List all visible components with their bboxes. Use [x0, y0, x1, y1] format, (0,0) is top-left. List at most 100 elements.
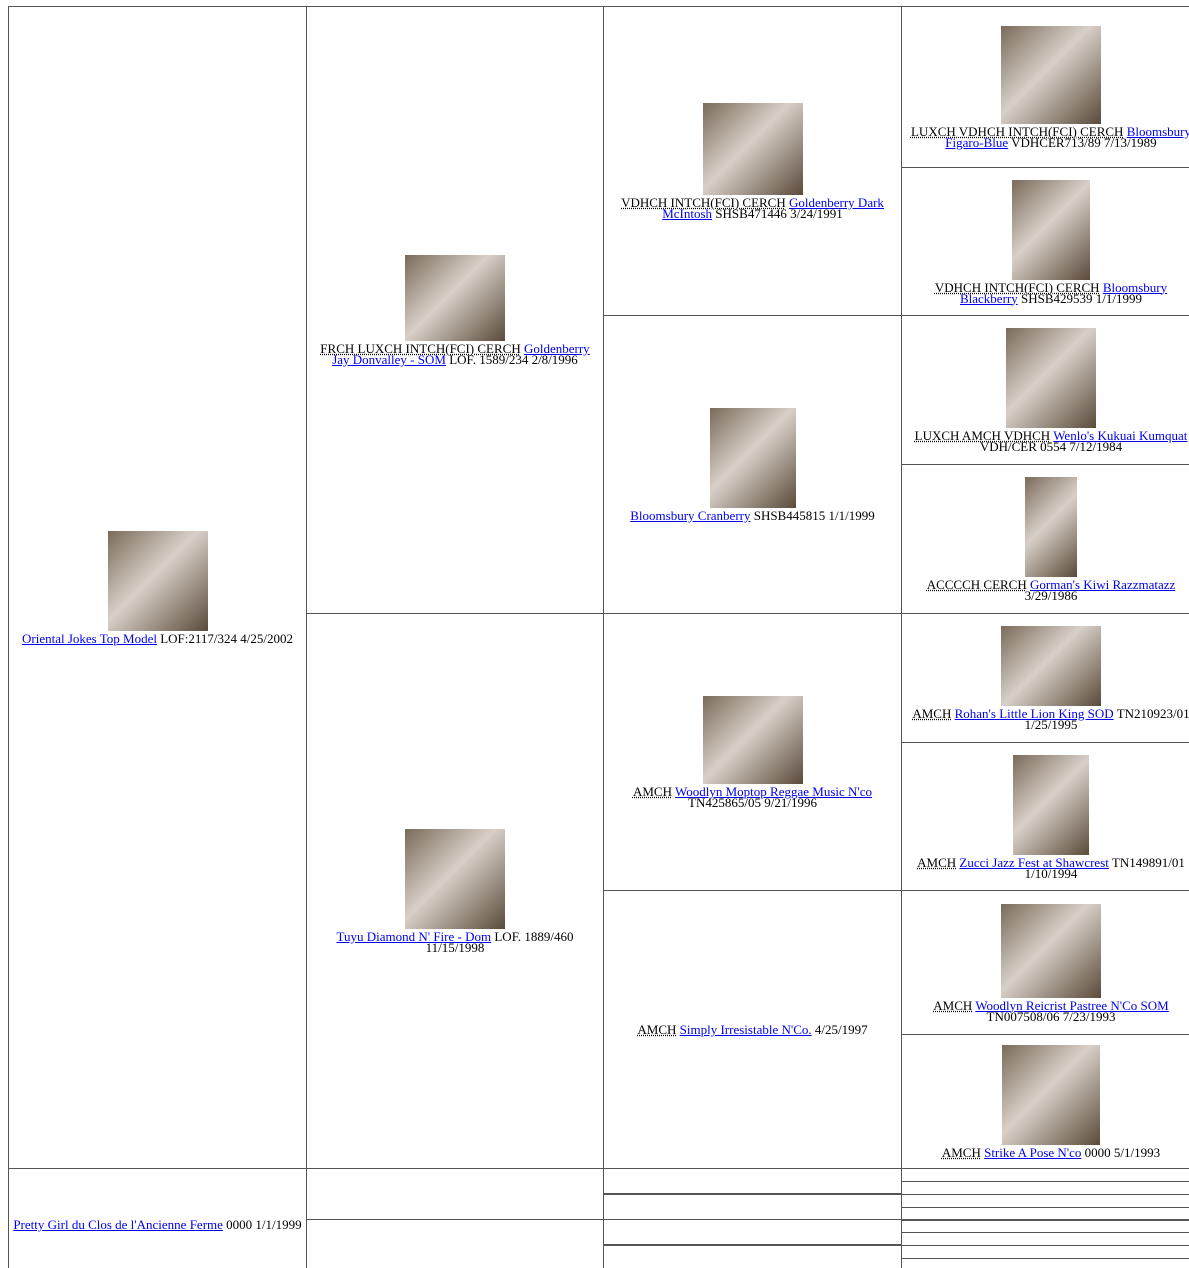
registration: 0000 1/1/1999: [226, 1217, 302, 1232]
dog-photo: [1002, 1045, 1100, 1145]
title: AMCH: [933, 997, 973, 1013]
dog-photo: [1025, 477, 1077, 577]
dog-entry: Oriental Jokes Top Model LOF:2117/324 4/…: [21, 631, 293, 646]
dog-entry: FRCH LUXCH INTCH(FCI) CERCH Goldenberry …: [311, 341, 599, 367]
registration: 3/29/1986: [1024, 588, 1078, 603]
dog-link[interactable]: Gorman's Kiwi Razzmatazz: [1030, 577, 1176, 592]
dog-link[interactable]: Goldenberry Jay Donvalley - SOM: [332, 341, 590, 367]
registration: 0000 5/1/1993: [1084, 1145, 1161, 1160]
dog-link[interactable]: Strike A Pose N'co: [984, 1145, 1082, 1160]
dog-entry: AMCH Woodlyn Moptop Reggae Music N'co TN…: [608, 784, 897, 810]
pedigree-cell: VDHCH INTCH(FCI) CERCH Bloomsbury Blackb…: [901, 167, 1189, 316]
pedigree-cell: [603, 1168, 902, 1194]
dog-photo: [405, 829, 505, 929]
dog-photo: [1013, 754, 1089, 855]
dog-entry: VDHCH INTCH(FCI) CERCH Bloomsbury Blackb…: [906, 279, 1189, 306]
pedigree-cell: [306, 1168, 604, 1220]
title: ACCCCH CERCH: [926, 577, 1027, 592]
pedigree-cell: [901, 1194, 1189, 1208]
dog-link[interactable]: Bloomsbury Figaro-Blue: [945, 124, 1189, 150]
dog-entry: Bloomsbury Cranberry SHSB445815 1/1/1999: [630, 508, 875, 523]
pedigree-cell: AMCH Woodlyn Moptop Reggae Music N'co TN…: [603, 613, 902, 891]
dog-link[interactable]: Pretty Girl du Clos de l'Ancienne Ferme: [13, 1217, 223, 1232]
pedigree-cell: [901, 1168, 1189, 1182]
dog-entry: LUXCH AMCH VDHCH Wenlo's Kukuai Kumquat …: [906, 428, 1189, 454]
dog-link[interactable]: Tuyu Diamond N' Fire - Dom: [336, 929, 492, 944]
pedigree-cell: LUXCH VDHCH INTCH(FCI) CERCH Bloomsbury …: [901, 6, 1189, 168]
dog-entry: AMCH Rohan's Little Lion King SOD TN2109…: [906, 706, 1189, 732]
dog-entry: LUXCH VDHCH INTCH(FCI) CERCH Bloomsbury …: [906, 124, 1189, 150]
dog-link[interactable]: Oriental Jokes Top Model: [21, 631, 157, 646]
dog-link[interactable]: Goldenberry Dark McIntosh: [662, 195, 884, 221]
dog-photo: [1001, 626, 1101, 706]
pedigree-cell: AMCH Zucci Jazz Fest at Shawcrest TN1498…: [901, 742, 1189, 891]
pedigree-cell: Tuyu Diamond N' Fire - Dom LOF. 1889/460…: [306, 613, 604, 1169]
dog-link[interactable]: Wenlo's Kukuai Kumquat: [1053, 428, 1188, 443]
pedigree-cell: Bloomsbury Cranberry SHSB445815 1/1/1999: [603, 315, 902, 614]
pedigree-cell: Pretty Girl du Clos de l'Ancienne Ferme …: [8, 1168, 307, 1268]
pedigree-cell: [603, 1219, 902, 1245]
pedigree-cell: [901, 1219, 1189, 1233]
dog-link[interactable]: Bloomsbury Cranberry: [630, 508, 751, 523]
registration: LOF. 1889/460 11/15/1998: [425, 929, 574, 955]
pedigree-cell: Oriental Jokes Top Model LOF:2117/324 4/…: [8, 6, 307, 1169]
dog-entry: VDHCH INTCH(FCI) CERCH Goldenberry Dark …: [608, 195, 897, 221]
registration: LOF:2117/324 4/25/2002: [160, 631, 293, 646]
registration: 4/25/1997: [814, 1022, 868, 1037]
dog-photo: [107, 531, 208, 631]
pedigree-cell: AMCH Rohan's Little Lion King SOD TN2109…: [901, 613, 1189, 743]
registration: TN425865/05 9/21/1996: [688, 795, 817, 810]
dog-link[interactable]: Woodlyn Reicrist Pastree N'Co SOM: [975, 997, 1169, 1013]
registration: SHSB445815 1/1/1999: [753, 508, 875, 523]
dog-entry: Pretty Girl du Clos de l'Ancienne Ferme …: [13, 1217, 302, 1232]
dog-photo: [1012, 179, 1090, 280]
dog-entry: ACCCCH CERCH Gorman's Kiwi Razzmatazz 3/…: [906, 577, 1189, 603]
dog-entry: Tuyu Diamond N' Fire - Dom LOF. 1889/460…: [311, 929, 599, 955]
dog-photo: [702, 696, 803, 784]
registration: VDHCER713/89 7/13/1989: [1011, 135, 1157, 150]
dog-link[interactable]: Rohan's Little Lion King SOD: [954, 706, 1114, 721]
title: AMCH: [637, 1022, 677, 1037]
pedigree-cell: AMCH Strike A Pose N'co 0000 5/1/1993: [901, 1034, 1189, 1169]
pedigree-cell: [901, 1181, 1189, 1195]
registration: TN007508/06 7/23/1993: [986, 1008, 1116, 1024]
title: VDHCH INTCH(FCI) CERCH: [621, 195, 786, 210]
title: AMCH: [917, 854, 957, 870]
pedigree-cell: AMCH Simply Irresistable N'Co. 4/25/1997: [603, 890, 902, 1169]
dog-photo: [1001, 26, 1101, 124]
registration: VDH/CER 0554 7/12/1984: [979, 439, 1123, 454]
title: FRCH LUXCH INTCH(FCI) CERCH: [320, 341, 521, 356]
dog-link[interactable]: Bloomsbury Blackberry: [959, 279, 1168, 306]
dog-entry: AMCH Woodlyn Reicrist Pastree N'Co SOM T…: [906, 997, 1189, 1024]
dog-entry: AMCH Zucci Jazz Fest at Shawcrest TN1498…: [906, 854, 1189, 881]
pedigree-cell: AMCH Woodlyn Reicrist Pastree N'Co SOM T…: [901, 890, 1189, 1035]
dog-photo: [702, 103, 803, 195]
pedigree-cell: [603, 1245, 902, 1268]
pedigree-cell: [901, 1207, 1189, 1221]
title: AMCH: [632, 784, 672, 799]
dog-photo: [1006, 328, 1096, 428]
pedigree-cell: [603, 1194, 902, 1220]
pedigree-cell: [901, 1232, 1189, 1246]
title: LUXCH AMCH VDHCH: [914, 428, 1051, 443]
dog-link[interactable]: Zucci Jazz Fest at Shawcrest: [959, 854, 1109, 870]
title: VDHCH INTCH(FCI) CERCH: [934, 279, 1100, 295]
pedigree-cell: [901, 1258, 1189, 1268]
title: LUXCH VDHCH INTCH(FCI) CERCH: [910, 124, 1124, 139]
dog-entry: AMCH Simply Irresistable N'Co. 4/25/1997: [637, 1022, 868, 1037]
title: AMCH: [941, 1145, 981, 1160]
pedigree-cell: ACCCCH CERCH Gorman's Kiwi Razzmatazz 3/…: [901, 464, 1189, 614]
registration: SHSB471446 3/24/1991: [715, 206, 843, 221]
registration: TN149891/01 1/10/1994: [1024, 854, 1185, 881]
dog-link[interactable]: Simply Irresistable N'Co.: [679, 1022, 812, 1037]
dog-photo: [709, 408, 796, 508]
registration: TN210923/01 1/25/1995: [1024, 706, 1189, 732]
pedigree-cell: VDHCH INTCH(FCI) CERCH Goldenberry Dark …: [603, 6, 902, 316]
pedigree-cell: [306, 1219, 604, 1268]
registration: SHSB429539 1/1/1999: [1021, 290, 1142, 306]
registration: LOF. 1589/234 2/8/1996: [449, 352, 578, 367]
pedigree-cell: LUXCH AMCH VDHCH Wenlo's Kukuai Kumquat …: [901, 315, 1189, 465]
dog-entry: AMCH Strike A Pose N'co 0000 5/1/1993: [941, 1145, 1161, 1160]
dog-link[interactable]: Woodlyn Moptop Reggae Music N'co: [675, 784, 873, 799]
